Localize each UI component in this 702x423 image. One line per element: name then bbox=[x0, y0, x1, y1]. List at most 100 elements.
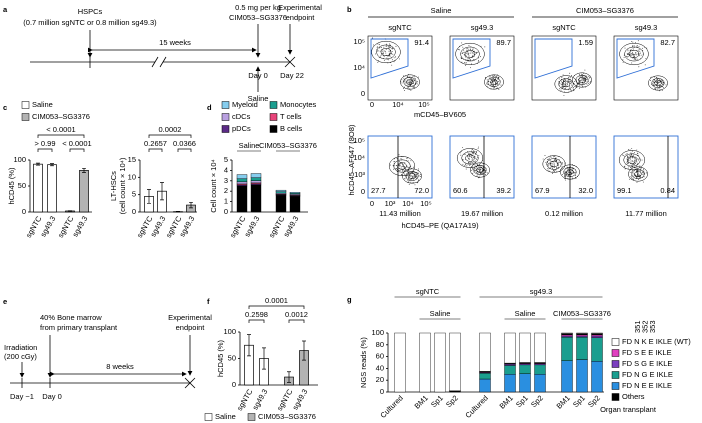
event-dot bbox=[457, 48, 459, 50]
density-contour bbox=[388, 156, 416, 176]
error-bar bbox=[50, 163, 54, 167]
event-dot bbox=[492, 81, 494, 83]
event-dot bbox=[464, 153, 466, 155]
axis-title: Organ transplant bbox=[600, 405, 657, 414]
event-dot bbox=[638, 174, 640, 176]
legend-label: FD S E E IKLE bbox=[622, 348, 672, 357]
event-dot bbox=[390, 46, 391, 48]
event-dot bbox=[627, 156, 629, 158]
event-dot bbox=[661, 80, 663, 82]
event-dot bbox=[559, 88, 561, 90]
event-dot bbox=[567, 174, 569, 176]
event-dot bbox=[486, 83, 488, 85]
event-dot bbox=[468, 52, 470, 54]
panel-a-diagram bbox=[30, 24, 296, 92]
event-dot bbox=[661, 89, 663, 91]
event-dot bbox=[635, 157, 637, 159]
event-dot bbox=[544, 155, 546, 156]
density-contour bbox=[619, 42, 649, 66]
bar-segment bbox=[534, 364, 546, 375]
p-value: < 0.0001 bbox=[46, 125, 75, 134]
event-dot bbox=[472, 49, 474, 51]
duration-label: 8 weeks bbox=[106, 362, 134, 371]
event-dot bbox=[637, 40, 639, 42]
event-dot bbox=[633, 45, 635, 47]
event-dot bbox=[372, 44, 374, 46]
event-dot bbox=[385, 48, 387, 50]
event-dot bbox=[377, 43, 379, 45]
event-dot bbox=[569, 88, 571, 90]
event-dot bbox=[463, 51, 465, 53]
y-tick-label: 3 bbox=[224, 176, 228, 185]
event-dot bbox=[659, 85, 661, 87]
event-dot bbox=[405, 175, 407, 176]
event-dot bbox=[550, 166, 552, 168]
plot-frame bbox=[367, 135, 433, 199]
y-tick-label: 80 bbox=[376, 340, 384, 349]
event-dot bbox=[410, 78, 412, 80]
bar-segment bbox=[591, 332, 603, 334]
event-dot bbox=[410, 83, 412, 85]
event-dot bbox=[420, 175, 421, 177]
event-dot bbox=[584, 78, 585, 80]
event-dot bbox=[629, 155, 631, 157]
event-dot bbox=[564, 171, 566, 173]
event-dot bbox=[479, 169, 481, 171]
event-dot bbox=[495, 75, 497, 77]
event-dot bbox=[409, 76, 411, 78]
density-contour bbox=[473, 165, 487, 175]
event-dot bbox=[461, 42, 463, 44]
density-contour bbox=[461, 151, 479, 165]
event-dot bbox=[575, 86, 577, 88]
density-contour bbox=[465, 154, 475, 162]
event-dot bbox=[469, 162, 471, 163]
event-dot bbox=[476, 52, 477, 54]
bar-segment bbox=[250, 173, 262, 178]
event-dot bbox=[467, 155, 469, 157]
event-dot bbox=[554, 170, 556, 172]
bar-segment bbox=[479, 378, 491, 393]
event-dot bbox=[655, 84, 657, 85]
event-dot bbox=[573, 172, 575, 174]
cell-count: 19.67 million bbox=[461, 209, 503, 218]
p-value: 0.0012 bbox=[285, 310, 308, 319]
event-dot bbox=[411, 174, 413, 176]
event-dot bbox=[465, 62, 467, 63]
event-dot bbox=[622, 59, 624, 61]
event-dot bbox=[462, 51, 464, 53]
event-dot bbox=[411, 176, 413, 178]
event-dot bbox=[393, 168, 394, 170]
event-dot bbox=[476, 175, 478, 177]
event-dot bbox=[417, 172, 419, 174]
event-dot bbox=[413, 179, 415, 181]
event-dot bbox=[658, 87, 660, 89]
gate bbox=[452, 38, 491, 79]
event-dot bbox=[568, 167, 569, 169]
legend-label: CIM053–SG3376 bbox=[32, 112, 90, 121]
event-dot bbox=[556, 163, 558, 165]
event-dot bbox=[561, 76, 563, 78]
event-dot bbox=[656, 83, 658, 84]
treatment-label: CIM053–SG3376 bbox=[576, 6, 634, 15]
event-dot bbox=[631, 147, 633, 149]
event-dot bbox=[391, 53, 393, 55]
event-dot bbox=[582, 79, 584, 81]
event-dot bbox=[469, 154, 471, 156]
event-dot bbox=[475, 51, 477, 53]
event-dot bbox=[584, 69, 586, 71]
x-tick-label: 10⁴ bbox=[402, 199, 414, 208]
event-dot bbox=[467, 51, 469, 53]
event-dot bbox=[628, 53, 629, 55]
error-bar bbox=[302, 340, 306, 361]
event-dot bbox=[639, 176, 641, 178]
event-dot bbox=[406, 157, 408, 159]
event-dot bbox=[632, 51, 633, 53]
event-dot bbox=[416, 175, 418, 177]
event-dot bbox=[474, 164, 476, 166]
event-dot bbox=[491, 82, 493, 83]
density-contour bbox=[628, 166, 648, 182]
event-dot bbox=[485, 76, 487, 78]
group-label: Saline bbox=[239, 141, 260, 150]
event-dot bbox=[413, 172, 415, 173]
